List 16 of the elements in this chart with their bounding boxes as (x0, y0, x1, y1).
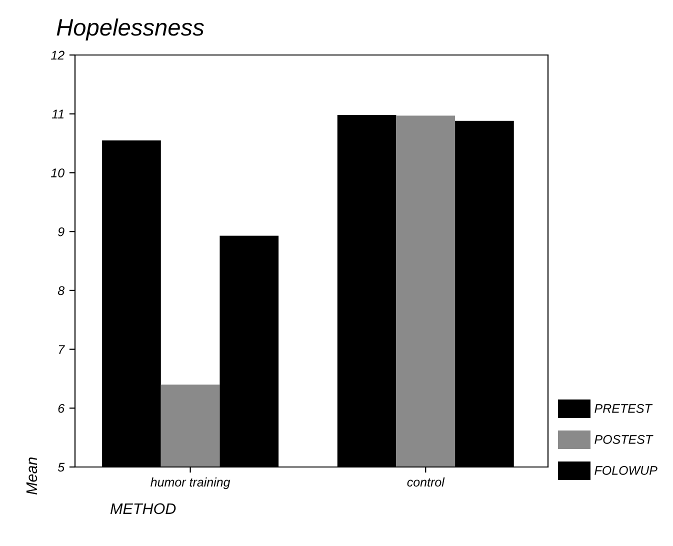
y-tick-label: 10 (51, 168, 64, 178)
y-tick-label: 7 (58, 345, 65, 354)
legend-label: POSTEST (594, 435, 654, 444)
y-tick-label: 12 (51, 50, 64, 60)
legend-label: PRETEST (594, 404, 653, 413)
y-tick-label: 11 (52, 110, 64, 118)
y-tick-label: 9 (58, 227, 64, 236)
y-tick-label: 5 (58, 462, 65, 472)
legend-label: FOLOWUP (594, 466, 658, 475)
x-tick-label: humor training (150, 477, 230, 490)
y-tick-label: 6 (58, 404, 65, 413)
chart-title: Hopelessness (56, 18, 204, 40)
x-tick-label: control (407, 477, 445, 487)
y-axis-title: Mean (26, 457, 38, 495)
x-axis-title: METHOD (110, 503, 176, 514)
y-tick-label: 8 (58, 286, 65, 296)
